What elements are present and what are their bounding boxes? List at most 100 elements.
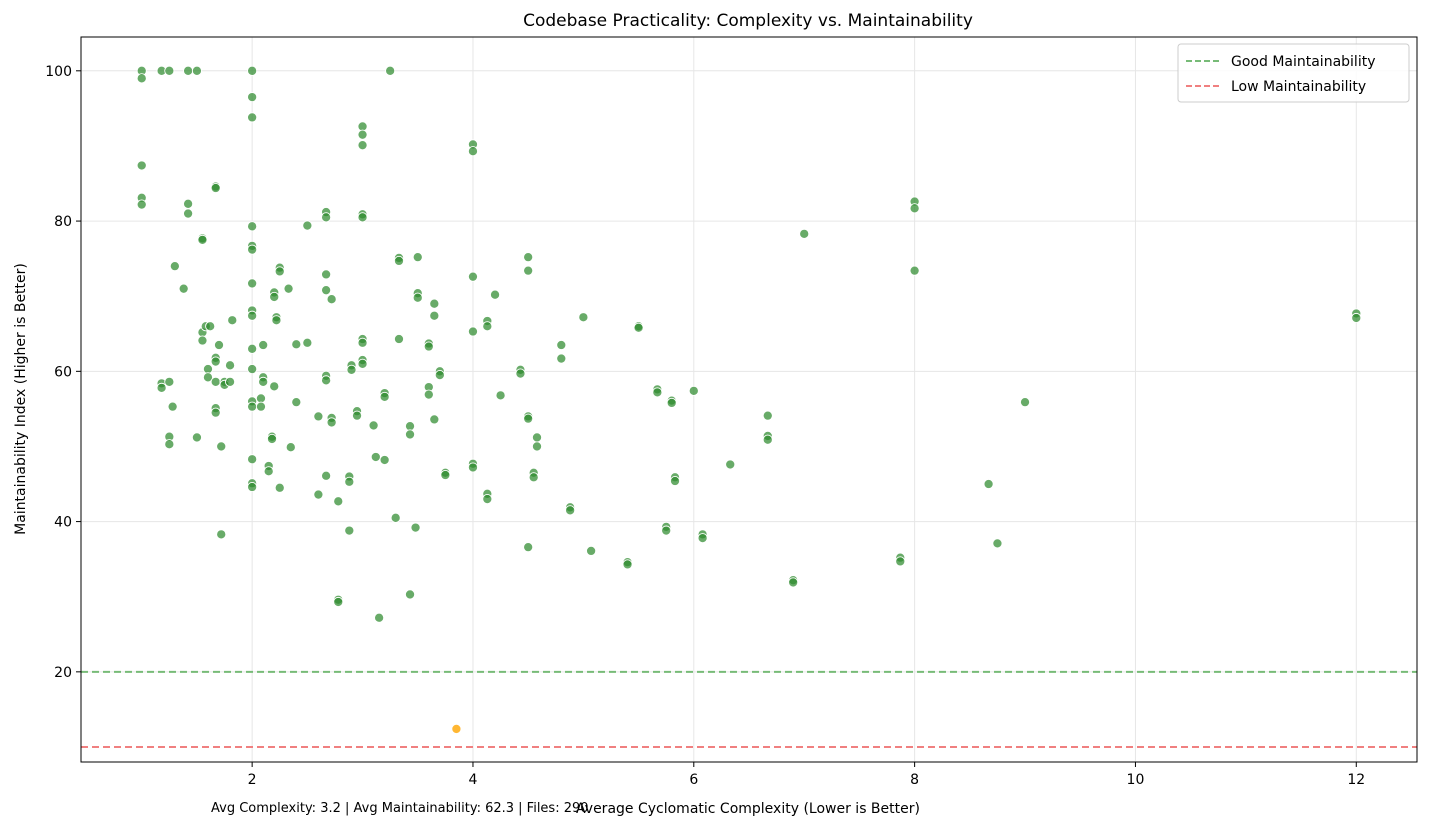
data-point <box>183 198 194 209</box>
x-axis-ticks: 2 4 6 8 10 12 <box>248 762 1365 788</box>
data-point <box>326 294 337 305</box>
x-tick-label: 6 <box>689 772 698 788</box>
y-tick-label: 100 <box>45 64 72 80</box>
data-point <box>216 441 227 452</box>
data-point <box>210 356 221 367</box>
data-point <box>247 112 258 123</box>
data-point <box>227 315 238 326</box>
data-point <box>515 368 526 379</box>
data-point <box>274 482 285 493</box>
data-point <box>357 140 368 151</box>
data-point <box>357 129 368 140</box>
data-point <box>164 376 175 387</box>
data-point <box>385 65 396 76</box>
data-point <box>909 203 920 214</box>
y-tick-label: 80 <box>54 214 72 230</box>
data-point <box>326 417 337 428</box>
data-point <box>762 434 773 445</box>
data-point <box>622 559 633 570</box>
data-point <box>531 432 543 443</box>
data-point <box>429 414 440 425</box>
data-point <box>269 291 280 302</box>
data-point <box>410 522 421 533</box>
data-point <box>992 538 1003 549</box>
data-point <box>725 459 736 470</box>
data-point <box>440 469 451 481</box>
data-point <box>633 322 644 333</box>
data-point <box>247 221 258 232</box>
data-point <box>482 493 493 505</box>
data-point <box>374 612 385 623</box>
data-point <box>247 343 258 354</box>
data-point <box>467 326 479 337</box>
legend-label-low: Low Maintainability <box>1231 79 1366 95</box>
data-point <box>1351 312 1362 324</box>
summary-stats-text: Avg Complexity: 3.2 | Avg Maintainabilit… <box>211 801 589 816</box>
data-point <box>357 358 368 369</box>
data-point <box>205 321 216 332</box>
data-point <box>523 413 534 424</box>
y-axis-label: Maintainability Index (Higher is Better) <box>13 263 29 535</box>
data-point <box>346 364 357 375</box>
data-point <box>697 533 708 544</box>
data-point <box>210 376 221 387</box>
x-tick-label: 12 <box>1347 772 1365 788</box>
data-point <box>313 489 324 500</box>
data-point <box>467 146 479 157</box>
data-point <box>313 411 324 422</box>
data-point <box>156 382 167 393</box>
legend: Good Maintainability Low Maintainability <box>1177 43 1410 103</box>
data-point <box>247 364 258 375</box>
data-point <box>523 542 534 553</box>
data-point <box>225 360 236 371</box>
data-point <box>423 389 434 400</box>
x-tick-label: 8 <box>910 772 919 788</box>
data-point <box>578 312 589 323</box>
data-point <box>556 353 567 364</box>
data-point <box>429 310 440 321</box>
data-point <box>291 397 302 408</box>
data-point <box>523 252 534 263</box>
data-point <box>321 285 332 296</box>
data-point <box>393 333 405 345</box>
data-point <box>586 545 597 556</box>
y-axis-ticks: 20 40 60 80 100 <box>45 64 81 681</box>
data-point <box>1019 397 1031 408</box>
data-point <box>258 376 269 387</box>
plot-area-frame <box>80 36 1418 763</box>
data-point <box>344 525 355 536</box>
data-point <box>909 265 920 276</box>
data-point <box>247 92 258 103</box>
data-point <box>412 252 423 263</box>
x-tick-label: 2 <box>248 772 257 788</box>
data-point <box>274 266 285 277</box>
data-point <box>434 370 445 381</box>
data-point <box>429 298 440 309</box>
data-point <box>302 220 313 231</box>
data-point <box>197 335 208 346</box>
x-tick-label: 10 <box>1127 772 1145 788</box>
legend-label-good: Good Maintainability <box>1231 54 1375 70</box>
data-point <box>379 391 390 402</box>
data-point <box>136 160 147 171</box>
data-point <box>167 401 178 412</box>
data-point <box>247 65 258 76</box>
data-point <box>661 525 672 536</box>
data-point <box>390 512 401 523</box>
data-point <box>333 596 344 608</box>
data-point <box>191 432 202 443</box>
data-point <box>531 441 543 452</box>
x-axis-label: Average Cyclomatic Complexity (Lower is … <box>576 801 920 817</box>
data-point <box>467 271 479 282</box>
data-point <box>762 410 773 421</box>
data-point <box>169 261 180 272</box>
data-point <box>556 339 567 351</box>
data-point <box>247 454 258 465</box>
data-point <box>197 234 208 245</box>
data-point <box>263 466 274 477</box>
data-points <box>136 65 1362 734</box>
data-point <box>183 65 194 76</box>
data-point <box>247 310 258 321</box>
data-point <box>247 244 258 255</box>
data-point <box>302 337 313 348</box>
